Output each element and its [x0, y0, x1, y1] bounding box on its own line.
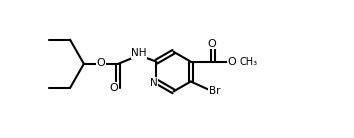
Text: O: O [207, 39, 216, 49]
Text: NH: NH [131, 48, 147, 59]
Text: O: O [110, 83, 118, 93]
Text: Br: Br [209, 86, 220, 96]
Text: CH₃: CH₃ [239, 57, 258, 67]
Text: O: O [97, 58, 105, 68]
Text: N: N [150, 78, 158, 88]
Text: O: O [228, 57, 236, 67]
